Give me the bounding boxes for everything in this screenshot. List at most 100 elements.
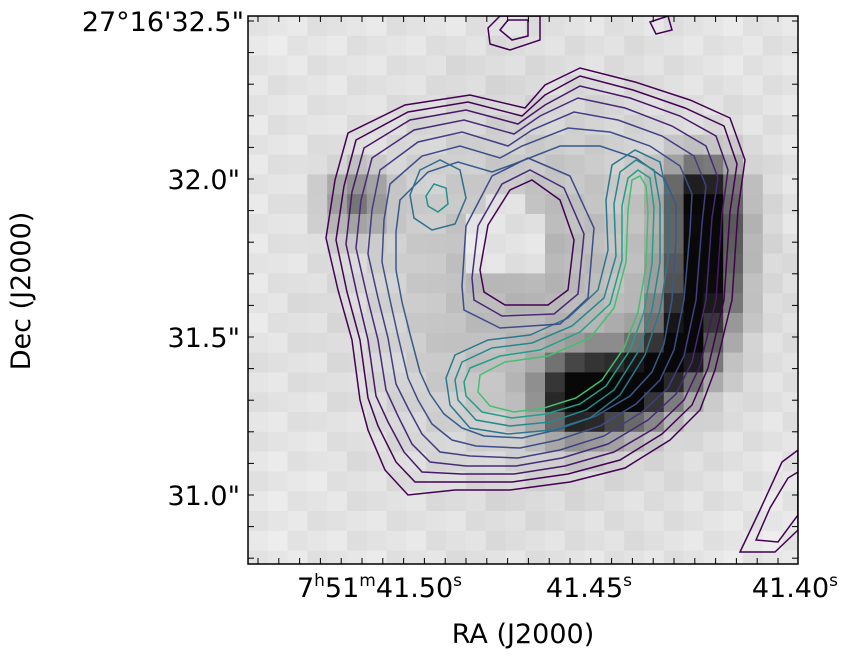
intensity-pixel <box>743 214 764 235</box>
intensity-pixel <box>762 550 784 564</box>
intensity-pixel <box>743 154 764 175</box>
intensity-pixel <box>505 214 526 235</box>
intensity-pixel <box>307 174 328 195</box>
intensity-pixel <box>624 530 645 552</box>
intensity-pixel <box>347 451 368 472</box>
intensity-pixel <box>267 115 289 136</box>
intensity-pixel <box>287 293 308 314</box>
intensity-pixel <box>703 412 724 433</box>
intensity-pixel <box>604 332 625 354</box>
intensity-pixel <box>307 95 328 116</box>
intensity-pixel <box>743 293 764 314</box>
intensity-pixel <box>782 16 798 37</box>
intensity-pixel <box>564 530 586 552</box>
intensity-pixel <box>604 471 625 492</box>
intensity-pixel <box>644 95 665 116</box>
intensity-pixel <box>347 511 368 532</box>
intensity-pixel <box>762 313 784 334</box>
intensity-pixel <box>386 35 407 57</box>
intensity-pixel <box>564 451 586 472</box>
intensity-pixel <box>465 174 487 195</box>
intensity-pixel <box>485 352 506 373</box>
intensity-pixel <box>624 352 645 373</box>
intensity-pixel <box>505 253 526 274</box>
intensity-pixel <box>782 412 798 433</box>
intensity-pixel <box>287 471 308 492</box>
intensity-pixel <box>525 530 546 552</box>
x-axis-label: RA (J2000) <box>452 619 594 650</box>
intensity-pixel <box>446 491 467 512</box>
contour-cavity-3 <box>461 157 595 329</box>
intensity-pixel <box>248 174 269 195</box>
intensity-pixel <box>386 233 407 255</box>
intensity-pixel <box>287 550 308 564</box>
intensity-pixel <box>248 35 269 57</box>
intensity-pixel <box>406 293 427 314</box>
intensity-pixel <box>248 154 269 175</box>
intensity-pixel <box>248 75 269 96</box>
intensity-pixel <box>248 451 269 472</box>
intensity-pixel <box>683 273 704 294</box>
intensity-pixel <box>723 293 744 314</box>
intensity-pixel <box>426 550 447 564</box>
intensity-pixel <box>366 194 388 215</box>
intensity-pixel <box>505 194 526 215</box>
intensity-pixel <box>663 550 685 564</box>
intensity-pixel <box>545 273 566 294</box>
intensity-pixel <box>485 253 506 274</box>
intensity-pixel <box>465 154 487 175</box>
intensity-pixel <box>584 95 605 116</box>
intensity-pixel <box>386 194 407 215</box>
intensity-pixel <box>485 293 506 314</box>
intensity-pixel <box>465 55 487 76</box>
intensity-pixel <box>525 55 546 76</box>
intensity-pixel <box>307 273 328 294</box>
intensity-pixel <box>426 530 447 552</box>
intensity-pixel <box>485 530 506 552</box>
intensity-pixel <box>545 35 566 57</box>
intensity-pixel <box>446 16 467 37</box>
intensity-pixel <box>386 253 407 274</box>
intensity-pixel <box>545 16 566 37</box>
intensity-pixel <box>366 16 388 37</box>
intensity-pixel <box>584 16 605 37</box>
intensity-pixel <box>465 491 487 512</box>
intensity-pixel <box>762 253 784 274</box>
intensity-pixel <box>307 55 328 76</box>
contour-level-10 <box>463 169 655 419</box>
intensity-pixel <box>723 412 744 433</box>
intensity-pixel <box>505 530 526 552</box>
intensity-pixel <box>406 253 427 274</box>
intensity-pixel <box>782 214 798 235</box>
intensity-pixel <box>248 293 269 314</box>
intensity-pixel <box>683 134 704 156</box>
intensity-pixel <box>386 174 407 195</box>
intensity-pixel <box>267 392 289 413</box>
intensity-pixel <box>604 530 625 552</box>
intensity-pixel <box>347 214 368 235</box>
intensity-pixel <box>762 352 784 373</box>
intensity-pixel <box>446 154 467 175</box>
intensity-pixel <box>248 214 269 235</box>
intensity-pixel <box>545 392 566 413</box>
intensity-pixel <box>743 372 764 393</box>
intensity-pixel <box>366 75 388 96</box>
intensity-pixel <box>307 313 328 334</box>
intensity-pixel <box>505 372 526 393</box>
intensity-pixel <box>406 214 427 235</box>
intensity-pixel <box>525 174 546 195</box>
intensity-pixel <box>485 55 506 76</box>
intensity-pixel <box>703 392 724 413</box>
x-axis: 7h51m41.50s 41.45s 41.40s RA (J2000) <box>297 571 838 650</box>
intensity-pixel <box>406 55 427 76</box>
intensity-pixel <box>525 471 546 492</box>
intensity-pixel <box>624 253 645 274</box>
intensity-pixel <box>426 35 447 57</box>
intensity-pixel <box>723 75 744 96</box>
intensity-pixel <box>446 412 467 433</box>
intensity-pixel <box>307 253 328 274</box>
intensity-pixel <box>743 95 764 116</box>
intensity-pixel <box>683 174 704 195</box>
intensity-pixel <box>703 115 724 136</box>
intensity-pixel <box>248 115 269 136</box>
